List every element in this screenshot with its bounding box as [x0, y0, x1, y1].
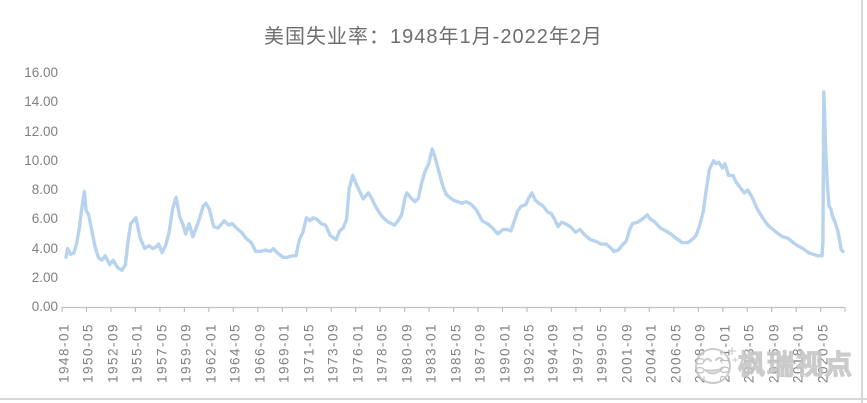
- x-tick-label: 2006-05: [668, 322, 684, 384]
- x-tick-label: 1990-01: [497, 322, 512, 384]
- y-tick-label: 8.00: [31, 182, 58, 197]
- x-tick-label: 1959-09: [178, 322, 194, 384]
- x-tick-label: 1992-05: [521, 322, 537, 384]
- x-tick-label: 1980-09: [399, 322, 415, 384]
- x-tick-label: 1955-01: [129, 322, 145, 384]
- chart-title: 美国失业率：1948年1月-2022年2月: [264, 26, 603, 48]
- x-tick-label: 1950-05: [80, 322, 96, 384]
- right-border-line: [861, 0, 863, 403]
- x-tick-label: 1976-01: [350, 322, 366, 384]
- x-tick-label: 1999-05: [594, 322, 610, 384]
- x-tick-label: 2015-09: [766, 322, 782, 384]
- y-tick-label: 10.00: [24, 152, 58, 168]
- unemployment-rate-line: [64, 90, 845, 273]
- x-tick-label: 1948-01: [56, 322, 72, 384]
- x-tick-label: 1966-09: [252, 322, 268, 384]
- x-tick-label: 1964-05: [227, 322, 243, 384]
- x-tick-label: 2020-05: [815, 322, 831, 384]
- x-axis-line: [61, 306, 846, 312]
- y-tick-label: 16.00: [24, 65, 58, 80]
- x-tick-label: 1985-05: [448, 322, 464, 384]
- x-tick-label: 2011-01: [717, 323, 733, 383]
- x-tick-label: 1971-05: [301, 322, 317, 384]
- bottom-border-line: [0, 398, 867, 400]
- x-tick-label: 2013-05: [741, 322, 757, 384]
- x-tick-label: 2018-01: [790, 322, 806, 384]
- y-tick-label: 4.00: [31, 240, 58, 256]
- x-tick-label: 1978-05: [374, 322, 390, 384]
- x-tick-label: 2001-09: [619, 322, 635, 384]
- x-tick-label: 2008-09: [692, 322, 708, 384]
- x-tick-label: 2004-01: [643, 322, 659, 384]
- x-tick-label: 1994-09: [545, 322, 561, 384]
- x-tick-label: 1973-09: [325, 322, 341, 384]
- y-tick-label: 6.00: [31, 211, 58, 227]
- x-tick-label: 1957-05: [154, 322, 170, 384]
- y-tick-label: 14.00: [24, 94, 58, 110]
- x-tick-label: 1997-01: [570, 322, 586, 384]
- y-tick-label: 0.00: [31, 299, 58, 314]
- x-tick-label: 1983-01: [423, 322, 439, 384]
- x-tick-label: 1987-09: [472, 322, 488, 384]
- x-tick-label: 1969-01: [276, 322, 292, 384]
- y-tick-label: 12.00: [24, 123, 58, 139]
- x-tick-label: 1952-09: [105, 322, 121, 384]
- y-tick-label: 2.00: [31, 269, 58, 285]
- x-tick-label: 1962-01: [203, 322, 219, 384]
